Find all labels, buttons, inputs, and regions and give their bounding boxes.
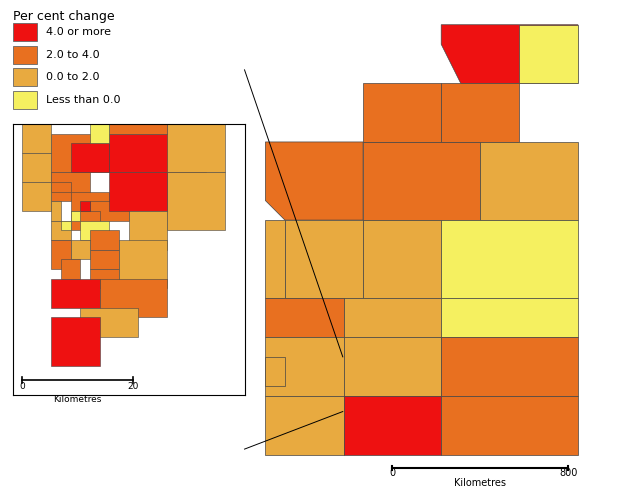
Polygon shape: [344, 396, 441, 455]
Polygon shape: [80, 202, 90, 211]
Polygon shape: [363, 142, 480, 220]
Polygon shape: [363, 220, 441, 298]
Polygon shape: [51, 221, 71, 240]
Text: 0: 0: [389, 468, 396, 478]
Polygon shape: [363, 83, 441, 142]
Polygon shape: [90, 202, 129, 221]
Polygon shape: [71, 192, 109, 211]
Polygon shape: [285, 220, 363, 298]
Polygon shape: [90, 124, 109, 144]
Polygon shape: [109, 173, 167, 211]
Text: Per cent change: Per cent change: [13, 10, 114, 23]
Polygon shape: [167, 124, 225, 173]
Polygon shape: [51, 240, 71, 269]
Text: Kilometres: Kilometres: [455, 478, 506, 488]
Polygon shape: [441, 220, 578, 298]
FancyBboxPatch shape: [13, 46, 37, 64]
Polygon shape: [265, 142, 363, 220]
FancyBboxPatch shape: [13, 68, 37, 86]
Text: Kilometres: Kilometres: [53, 395, 102, 404]
Polygon shape: [344, 337, 441, 396]
Polygon shape: [51, 279, 100, 308]
Polygon shape: [71, 211, 80, 221]
Polygon shape: [109, 124, 167, 134]
Polygon shape: [51, 202, 61, 221]
Polygon shape: [441, 25, 578, 83]
Polygon shape: [61, 259, 80, 279]
Polygon shape: [265, 396, 344, 455]
Polygon shape: [61, 221, 71, 231]
Text: 800: 800: [559, 468, 577, 478]
Text: Less than 0.0: Less than 0.0: [46, 95, 121, 105]
Polygon shape: [22, 182, 51, 211]
Polygon shape: [265, 337, 344, 396]
Polygon shape: [344, 298, 441, 337]
Text: 2.0 to 4.0: 2.0 to 4.0: [46, 50, 100, 60]
Polygon shape: [441, 83, 519, 142]
Text: 0.0 to 2.0: 0.0 to 2.0: [46, 72, 100, 82]
Polygon shape: [80, 308, 138, 337]
Polygon shape: [22, 124, 51, 153]
FancyBboxPatch shape: [13, 91, 37, 109]
Polygon shape: [71, 144, 109, 173]
FancyBboxPatch shape: [13, 23, 37, 41]
Polygon shape: [80, 221, 109, 240]
Polygon shape: [441, 337, 578, 396]
Polygon shape: [51, 134, 109, 173]
Polygon shape: [51, 173, 90, 202]
Polygon shape: [519, 25, 578, 83]
Polygon shape: [480, 142, 578, 220]
Polygon shape: [51, 317, 100, 366]
Polygon shape: [441, 396, 578, 455]
Polygon shape: [71, 211, 100, 231]
Polygon shape: [71, 240, 90, 259]
Polygon shape: [100, 279, 167, 317]
Polygon shape: [90, 269, 119, 288]
Polygon shape: [22, 153, 51, 182]
Polygon shape: [90, 231, 119, 250]
Polygon shape: [167, 173, 225, 231]
Text: 0: 0: [19, 382, 25, 391]
Polygon shape: [129, 211, 167, 250]
Text: 20: 20: [128, 382, 139, 391]
Polygon shape: [90, 250, 119, 269]
Polygon shape: [119, 240, 167, 288]
Polygon shape: [265, 357, 285, 386]
Polygon shape: [441, 298, 578, 337]
Polygon shape: [109, 134, 206, 173]
Polygon shape: [265, 220, 285, 298]
Text: 4.0 or more: 4.0 or more: [46, 27, 112, 37]
Polygon shape: [265, 298, 344, 337]
Polygon shape: [51, 182, 71, 192]
